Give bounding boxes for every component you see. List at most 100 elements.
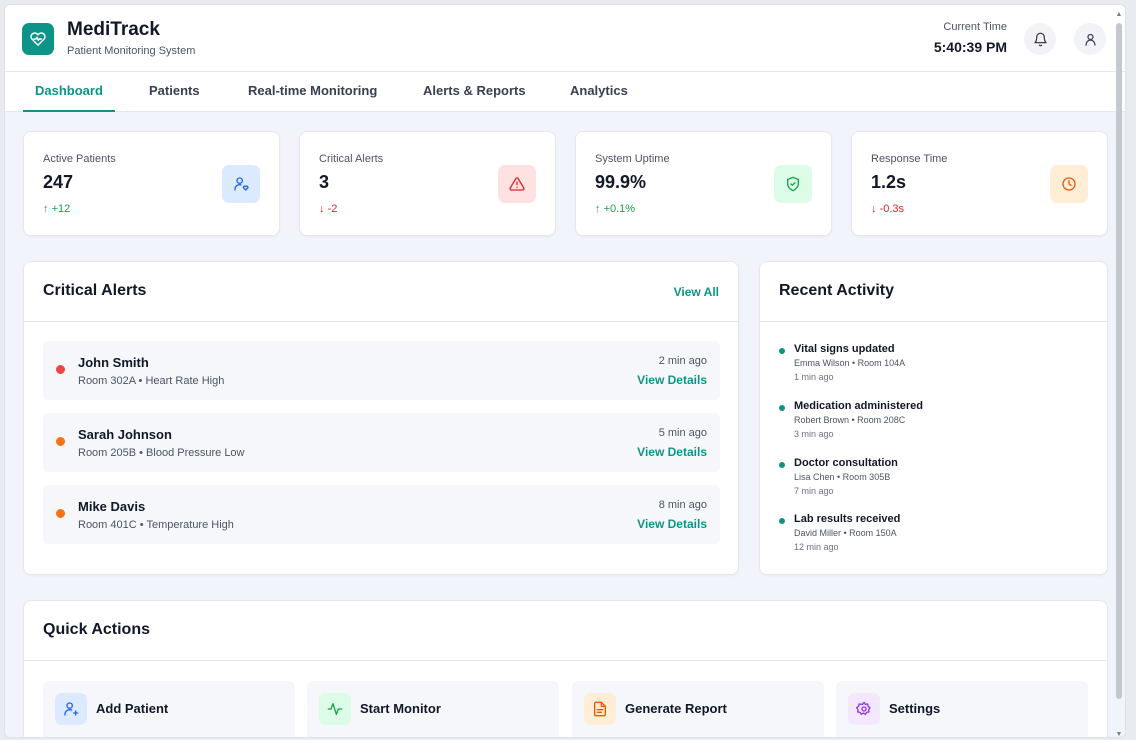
generate-report-button[interactable]: Generate Report <box>572 681 824 737</box>
stat-value: 1.2s <box>871 172 907 192</box>
bell-icon <box>1033 32 1047 46</box>
activity-dot <box>779 518 785 524</box>
gear-icon <box>856 701 871 715</box>
stat-icon-box <box>774 165 812 203</box>
alert-detail: Room 401C • Temperature High <box>78 519 234 531</box>
activity-time: 1 min ago <box>794 372 834 382</box>
stat-value: 99.9% <box>595 172 647 192</box>
tab-analytics[interactable]: Analytics <box>570 83 628 98</box>
activity-dot <box>779 348 785 354</box>
alert-detail: Room 205B • Blood Pressure Low <box>78 447 245 459</box>
stat-icon-box <box>498 165 536 203</box>
qa-icon-box <box>319 693 351 725</box>
arrow-down-icon: ↓ <box>319 203 325 215</box>
user-plus-icon <box>64 702 79 716</box>
notifications-button[interactable] <box>1024 23 1056 55</box>
stat-delta-value: +12 <box>51 203 71 215</box>
scrollbar-thumb[interactable] <box>1116 23 1122 699</box>
main-nav: Dashboard Patients Real-time Monitoring … <box>5 72 1125 112</box>
qa-label: Settings <box>889 701 941 716</box>
alert-row[interactable]: John Smith Room 302A • Heart Rate High 2… <box>43 341 720 400</box>
divider <box>24 321 738 322</box>
alert-time: 2 min ago <box>658 355 707 367</box>
activity-time: 7 min ago <box>794 486 834 496</box>
tab-alerts-reports[interactable]: Alerts & Reports <box>423 83 526 98</box>
severity-dot <box>56 509 65 518</box>
stat-value: 247 <box>43 172 74 192</box>
stat-card-active-patients: Active Patients 247 ↑ +12 <box>23 131 280 236</box>
alert-patient-name: Mike Davis <box>78 499 146 514</box>
severity-dot <box>56 365 65 374</box>
activity-subtitle: Lisa Chen • Room 305B <box>794 472 891 482</box>
quick-actions-title: Quick Actions <box>43 621 150 638</box>
activity-subtitle: Robert Brown • Room 208C <box>794 415 906 425</box>
stat-label: System Uptime <box>595 153 670 165</box>
qa-label: Add Patient <box>96 701 169 716</box>
activity-dot <box>779 405 785 411</box>
alert-time: 8 min ago <box>658 499 707 511</box>
stat-delta: ↓ -2 <box>319 203 337 215</box>
divider <box>24 660 1107 661</box>
stat-label: Active Patients <box>43 153 116 165</box>
view-details-link[interactable]: View Details <box>637 373 707 387</box>
alert-row[interactable]: Sarah Johnson Room 205B • Blood Pressure… <box>43 413 720 472</box>
stat-delta: ↑ +12 <box>43 203 70 215</box>
stat-card-response-time: Response Time 1.2s ↓ -0.3s <box>851 131 1108 236</box>
critical-alerts-panel: Critical Alerts View All John Smith Room… <box>23 261 739 575</box>
scroll-down-arrow-icon[interactable]: ▼ <box>1115 731 1123 738</box>
stat-card-critical-alerts: Critical Alerts 3 ↓ -2 <box>299 131 556 236</box>
qa-label: Generate Report <box>625 701 727 716</box>
stat-icon-box <box>1050 165 1088 203</box>
arrow-up-icon: ↑ <box>43 203 49 215</box>
heart-pulse-icon <box>30 32 46 46</box>
view-details-link[interactable]: View Details <box>637 445 707 459</box>
stat-delta: ↑ +0.1% <box>595 203 635 215</box>
recent-activity-panel: Recent Activity Vital signs updated Emma… <box>759 261 1108 575</box>
warning-triangle-icon <box>509 177 525 191</box>
scroll-up-arrow-icon[interactable]: ▲ <box>1115 11 1123 18</box>
app-subtitle: Patient Monitoring System <box>67 45 196 57</box>
user-profile-button[interactable] <box>1074 23 1106 55</box>
app-title: MediTrack <box>67 19 160 40</box>
alert-patient-name: John Smith <box>78 355 149 370</box>
recent-activity-title: Recent Activity <box>779 282 894 299</box>
tab-dashboard[interactable]: Dashboard <box>23 72 115 112</box>
quick-actions-panel: Quick Actions Add Patient Start Monitor … <box>23 600 1108 737</box>
qa-icon-box <box>848 693 880 725</box>
activity-title: Lab results received <box>794 513 901 525</box>
stat-delta-value: -2 <box>327 203 338 215</box>
current-time-label: Current Time <box>943 21 1007 33</box>
logo <box>22 23 54 55</box>
activity-time: 3 min ago <box>794 429 834 439</box>
view-all-link[interactable]: View All <box>673 285 719 299</box>
clock-icon <box>1062 177 1076 191</box>
tab-patients[interactable]: Patients <box>149 83 200 98</box>
document-icon <box>594 701 606 717</box>
user-heart-icon <box>234 177 249 191</box>
current-time-value: 5:40:39 PM <box>933 39 1007 55</box>
stat-label: Response Time <box>871 153 948 165</box>
activity-title: Medication administered <box>794 400 923 412</box>
shield-check-icon <box>787 176 799 192</box>
activity-title: Vital signs updated <box>794 343 895 355</box>
alert-time: 5 min ago <box>658 427 707 439</box>
settings-button[interactable]: Settings <box>836 681 1088 737</box>
stat-delta-value: -0.3s <box>879 203 905 215</box>
app-header: MediTrack Patient Monitoring System Curr… <box>5 5 1125 72</box>
alert-row[interactable]: Mike Davis Room 401C • Temperature High … <box>43 485 720 544</box>
add-patient-button[interactable]: Add Patient <box>43 681 295 737</box>
view-details-link[interactable]: View Details <box>637 517 707 531</box>
activity-dot <box>779 462 785 468</box>
activity-time: 12 min ago <box>794 542 839 552</box>
arrow-up-icon: ↑ <box>595 203 601 215</box>
stat-label: Critical Alerts <box>319 153 384 165</box>
severity-dot <box>56 437 65 446</box>
activity-subtitle: David Miller • Room 150A <box>794 528 897 538</box>
qa-label: Start Monitor <box>360 701 441 716</box>
vertical-scrollbar[interactable]: ▲ ▼ <box>1115 11 1123 738</box>
tab-realtime-monitoring[interactable]: Real-time Monitoring <box>248 83 378 98</box>
arrow-down-icon: ↓ <box>871 203 877 215</box>
critical-alerts-title: Critical Alerts <box>43 282 147 299</box>
divider <box>760 321 1107 322</box>
start-monitor-button[interactable]: Start Monitor <box>307 681 559 737</box>
